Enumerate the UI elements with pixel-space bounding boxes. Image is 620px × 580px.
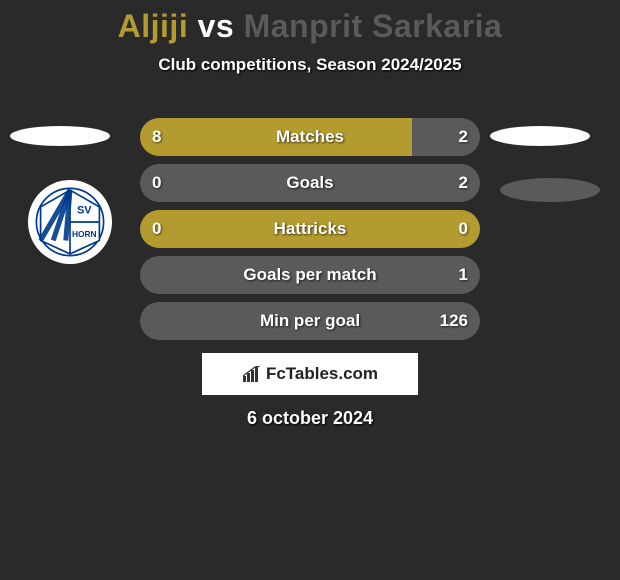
stat-label: Goals per match [140, 256, 480, 294]
date: 6 october 2024 [0, 408, 620, 429]
stat-label: Hattricks [140, 210, 480, 248]
decorative-ellipse-right-top [490, 126, 590, 146]
svg-text:SV: SV [77, 205, 92, 217]
branding-text: FcTables.com [242, 364, 378, 384]
page-title: Aljiji vs Manprit Sarkaria [0, 0, 620, 45]
comparison-infographic: Aljiji vs Manprit Sarkaria Club competit… [0, 0, 620, 580]
svg-text:HORN: HORN [72, 229, 97, 239]
title-player1: Aljiji [118, 8, 189, 44]
stat-label: Min per goal [140, 302, 480, 340]
stat-label: Goals [140, 164, 480, 202]
branding-box: FcTables.com [202, 353, 418, 395]
branding-chart-icon [242, 366, 262, 382]
decorative-ellipse-right-mid [500, 178, 600, 202]
title-vs: vs [198, 8, 235, 44]
stat-row: 126Min per goal [0, 302, 620, 348]
stat-label: Matches [140, 118, 480, 156]
decorative-ellipse-left-top [10, 126, 110, 146]
club-badge: SV HORN [28, 180, 112, 264]
subtitle: Club competitions, Season 2024/2025 [0, 55, 620, 75]
title-player2: Manprit Sarkaria [244, 8, 503, 44]
branding-label: FcTables.com [266, 364, 378, 384]
